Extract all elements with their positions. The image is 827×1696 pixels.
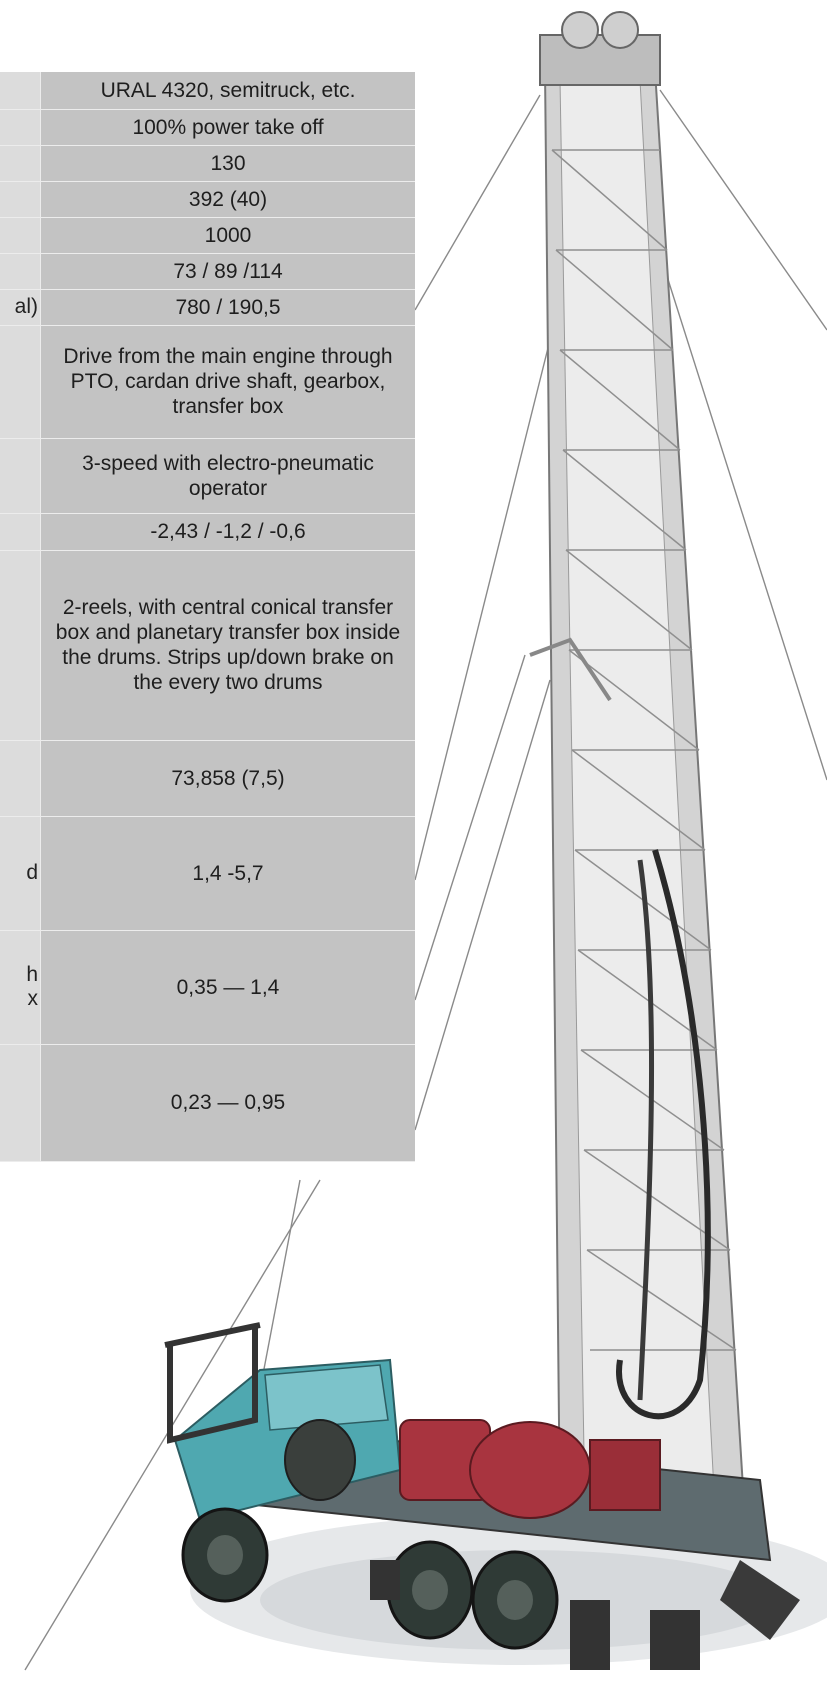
- spec-row: 73 / 89 /114: [0, 253, 415, 290]
- spec-row: 1000: [0, 217, 415, 254]
- spec-label: d: [0, 816, 41, 931]
- specifications-table: URAL 4320, semitruck, etc. 100% power tak…: [0, 72, 415, 1162]
- spec-label: [0, 325, 41, 439]
- spec-value: 0,35 — 1,4: [40, 930, 415, 1045]
- mast: [529, 11, 747, 1521]
- spec-row: 73,858 (7,5): [0, 740, 415, 817]
- spec-value: 73 / 89 /114: [40, 253, 415, 290]
- spec-label: h x: [0, 930, 41, 1045]
- spec-row: 2-reels, with central conical transfer b…: [0, 550, 415, 741]
- spec-row: 130: [0, 145, 415, 182]
- spec-value: -2,43 / -1,2 / -0,6: [40, 513, 415, 551]
- spec-value: 130: [40, 145, 415, 182]
- spec-row: 3-speed with electro-pneumatic operator: [0, 438, 415, 514]
- spec-label: [0, 550, 41, 741]
- spec-label: [0, 109, 41, 146]
- spec-label: [0, 181, 41, 218]
- spec-row: d 1,4 -5,7: [0, 816, 415, 931]
- spec-value: 1000: [40, 217, 415, 254]
- spec-value: 0,23 — 0,95: [40, 1044, 415, 1162]
- spec-row: 392 (40): [0, 181, 415, 218]
- spec-label: [0, 145, 41, 182]
- spec-label: [0, 740, 41, 817]
- spec-value: 1,4 -5,7: [40, 816, 415, 931]
- spec-row: -2,43 / -1,2 / -0,6: [0, 513, 415, 551]
- truck: [164, 1322, 800, 1670]
- spec-label: [0, 1044, 41, 1162]
- spec-value: 780 / 190,5: [40, 289, 415, 326]
- spec-label: [0, 217, 41, 254]
- spec-value: URAL 4320, semitruck, etc.: [40, 72, 415, 110]
- spec-value: 392 (40): [40, 181, 415, 218]
- spec-row: 0,23 — 0,95: [0, 1044, 415, 1162]
- spec-row: URAL 4320, semitruck, etc.: [0, 72, 415, 110]
- spec-label: al): [0, 289, 41, 326]
- specifications-body: URAL 4320, semitruck, etc. 100% power tak…: [0, 72, 415, 1162]
- spec-row: Drive from the main engine through PTO, …: [0, 325, 415, 439]
- spec-value: 100% power take off: [40, 109, 415, 146]
- spec-value: Drive from the main engine through PTO, …: [40, 325, 415, 439]
- spec-value: 73,858 (7,5): [40, 740, 415, 817]
- spec-label: [0, 438, 41, 514]
- spec-label: [0, 253, 41, 290]
- spec-row: 100% power take off: [0, 109, 415, 146]
- spec-label: [0, 72, 41, 110]
- spec-row: h x 0,35 — 1,4: [0, 930, 415, 1045]
- spec-row: al) 780 / 190,5: [0, 289, 415, 326]
- spec-label: [0, 513, 41, 551]
- spec-value: 3-speed with electro-pneumatic operator: [40, 438, 415, 514]
- spec-value: 2-reels, with central conical transfer b…: [40, 550, 415, 741]
